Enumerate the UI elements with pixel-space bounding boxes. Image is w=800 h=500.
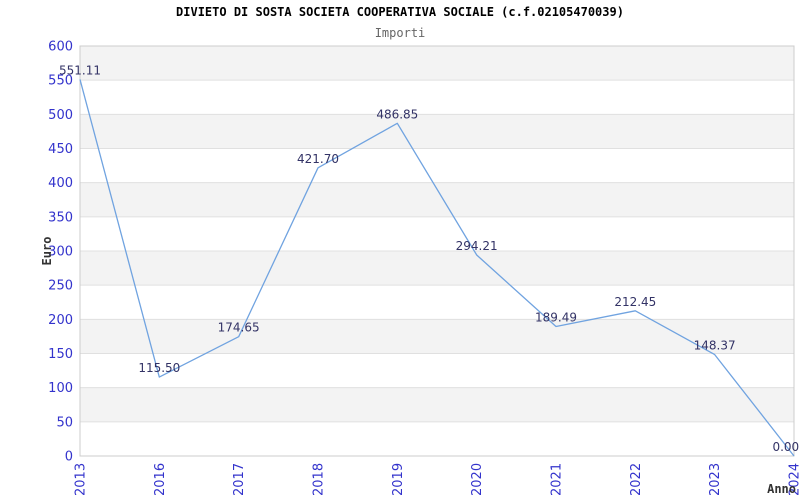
svg-text:200: 200 (48, 313, 73, 328)
svg-text:450: 450 (48, 142, 73, 157)
svg-text:550: 550 (48, 74, 73, 89)
chart-subtitle: Importi (374, 26, 426, 40)
svg-text:400: 400 (48, 176, 73, 191)
svg-text:2022: 2022 (629, 463, 644, 496)
svg-text:2017: 2017 (232, 463, 247, 496)
svg-text:600: 600 (48, 40, 73, 55)
y-axis-ticks: 0 50 100 150 200 250 300 350 400 450 500 550 600 (48, 40, 73, 465)
svg-text:2024: 2024 (788, 463, 800, 496)
svg-text:50: 50 (56, 415, 73, 430)
svg-text:250: 250 (48, 279, 73, 294)
svg-text:551.11: 551.11 (59, 63, 101, 77)
svg-text:500: 500 (48, 108, 73, 123)
svg-text:2019: 2019 (391, 463, 406, 496)
svg-text:148.37: 148.37 (694, 339, 736, 353)
svg-text:100: 100 (48, 381, 73, 396)
svg-text:486.85: 486.85 (376, 107, 418, 121)
svg-text:2016: 2016 (153, 463, 168, 496)
svg-text:0.00: 0.00 (772, 440, 799, 454)
svg-text:2023: 2023 (708, 463, 723, 496)
x-axis-ticks: 2013 2016 2017 2018 2019 2020 2021 2022 2023 2024 (74, 463, 800, 496)
plot-border (79, 45, 795, 457)
svg-text:350: 350 (48, 210, 73, 225)
svg-text:2018: 2018 (312, 463, 327, 496)
y-axis-title: Euro (40, 237, 54, 266)
svg-text:294.21: 294.21 (456, 239, 498, 253)
plot-bands (80, 46, 794, 422)
svg-text:421.70: 421.70 (297, 152, 339, 166)
point-labels: 551.11 115.50 174.65 421.70 486.85 294.21 189.… (59, 63, 799, 454)
chart-title: DIVIETO DI SOSTA SOCIETA COOPERATIVA SOC… (176, 5, 624, 19)
svg-text:2021: 2021 (550, 463, 565, 496)
svg-text:174.65: 174.65 (218, 321, 260, 335)
svg-text:189.49: 189.49 (535, 311, 577, 325)
svg-text:212.45: 212.45 (614, 295, 656, 309)
svg-text:2020: 2020 (470, 463, 485, 496)
series-line (79, 79, 795, 457)
svg-text:115.50: 115.50 (138, 361, 180, 375)
svg-text:2013: 2013 (74, 463, 89, 496)
grid-lines (80, 79, 794, 423)
svg-text:300: 300 (48, 245, 73, 260)
svg-text:150: 150 (48, 347, 73, 362)
x-axis-title: Anno (767, 482, 796, 496)
svg-text:0: 0 (65, 450, 73, 465)
